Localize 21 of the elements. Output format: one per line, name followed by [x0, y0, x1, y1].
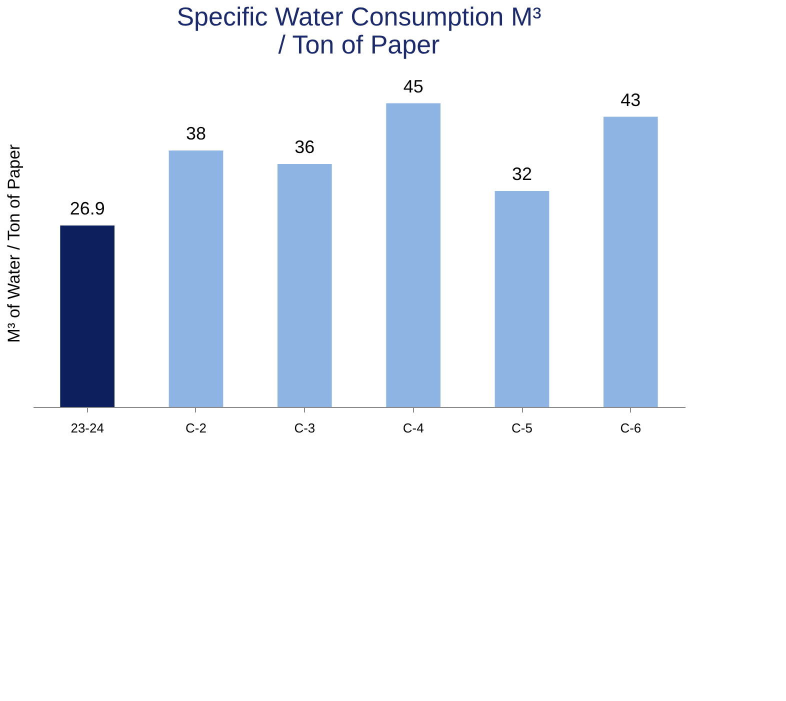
- data-label: 38: [186, 124, 206, 144]
- data-label: 45: [403, 76, 424, 96]
- bar: [60, 225, 114, 407]
- text: Specific Water Consumption M³: [176, 1, 542, 32]
- data-label: 36: [294, 137, 315, 158]
- data-label: 43: [620, 90, 641, 110]
- x-tick-label: C-3: [294, 420, 316, 436]
- bar: [386, 103, 440, 407]
- bar: [278, 164, 332, 407]
- data-label: 26.9: [70, 198, 105, 218]
- x-tick-label: C-4: [402, 420, 424, 436]
- bar: [604, 116, 658, 407]
- x-tick-label: C-5: [512, 420, 532, 436]
- bar: [494, 191, 550, 407]
- data-label: 32: [512, 164, 532, 184]
- y-axis-title: M³ of Water / Ton of Paper: [4, 144, 24, 343]
- bar: [168, 150, 224, 407]
- x-tick-label: 23-24: [70, 420, 104, 436]
- x-tick-label: C-6: [620, 420, 642, 436]
- text: / Ton of Paper: [278, 29, 440, 60]
- x-tick-label: C-2: [186, 420, 206, 436]
